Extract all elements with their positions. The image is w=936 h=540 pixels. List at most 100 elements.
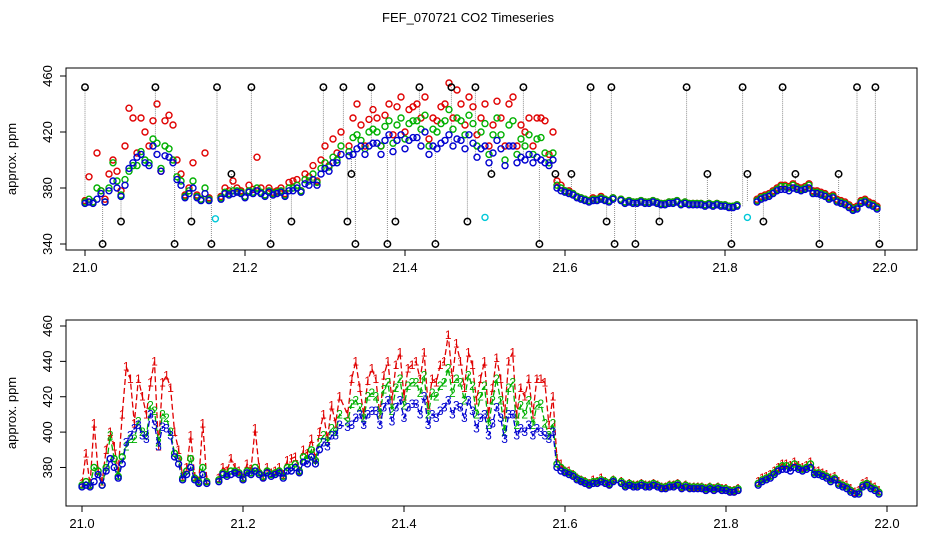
series3-label: 3 bbox=[135, 418, 142, 432]
series2-point bbox=[397, 114, 405, 122]
series3-label: 3 bbox=[546, 432, 553, 446]
series1-point bbox=[161, 117, 169, 125]
series3-point bbox=[102, 467, 110, 475]
calibration-point bbox=[463, 217, 472, 226]
series3-point bbox=[271, 470, 279, 479]
series3-point bbox=[311, 460, 320, 468]
series3-point bbox=[717, 202, 725, 210]
series3-label: 3 bbox=[517, 422, 524, 436]
series1-point bbox=[133, 149, 141, 157]
series3-point bbox=[357, 142, 365, 150]
series3-point bbox=[317, 170, 325, 178]
calibration-point bbox=[815, 240, 824, 248]
series3-label: 3 bbox=[405, 400, 412, 414]
series2-label: 2 bbox=[421, 369, 428, 383]
series1-label: 1 bbox=[171, 425, 178, 439]
series2-point bbox=[97, 187, 105, 195]
series2-point bbox=[401, 135, 409, 143]
series2-point bbox=[457, 117, 465, 125]
series3-point bbox=[826, 477, 835, 486]
series2-point bbox=[145, 159, 153, 167]
series1-point bbox=[497, 114, 505, 122]
series3-point bbox=[233, 188, 241, 196]
panel2-ylabel: approx. ppm bbox=[4, 377, 19, 449]
series1-label: 1 bbox=[368, 361, 375, 375]
calibration-point bbox=[415, 83, 424, 92]
chart-title: FEF_070721 CO2 Timeseries bbox=[382, 10, 554, 25]
series1-point bbox=[469, 103, 477, 111]
series3-label: 3 bbox=[368, 404, 375, 418]
calibration-point bbox=[875, 240, 884, 248]
series3-point bbox=[678, 484, 686, 493]
series3-label: 3 bbox=[481, 407, 488, 421]
series3-point bbox=[373, 139, 381, 147]
series3-point bbox=[453, 135, 461, 143]
series3-label: 3 bbox=[364, 407, 371, 421]
series1-label: 1 bbox=[509, 346, 516, 360]
series3-point bbox=[794, 465, 803, 473]
series2-label: 2 bbox=[167, 425, 174, 439]
series3-point bbox=[389, 147, 397, 156]
series3-point bbox=[814, 470, 823, 479]
series1-point bbox=[373, 114, 381, 122]
series1-label: 1 bbox=[779, 457, 786, 471]
series3-point bbox=[805, 184, 813, 192]
series3-point bbox=[243, 469, 251, 477]
series2-label: 2 bbox=[477, 390, 484, 404]
series3-point bbox=[385, 131, 393, 139]
series3-point bbox=[698, 484, 706, 493]
series1-label: 1 bbox=[91, 416, 98, 430]
series1-label: 1 bbox=[433, 376, 440, 390]
series2-label: 2 bbox=[513, 418, 520, 432]
series1-label: 1 bbox=[473, 393, 480, 407]
series2-point bbox=[173, 173, 181, 181]
series3-point bbox=[397, 131, 405, 139]
series2-label: 2 bbox=[542, 416, 549, 430]
series3-point bbox=[875, 490, 883, 498]
series3-point bbox=[649, 198, 657, 206]
series3-point bbox=[581, 479, 589, 488]
series1-point bbox=[141, 128, 149, 136]
series3-point bbox=[529, 159, 537, 167]
calibration-point bbox=[631, 240, 640, 248]
series3-point bbox=[101, 198, 109, 206]
series1-point bbox=[545, 150, 553, 159]
series3-point bbox=[653, 483, 662, 491]
series1-point bbox=[145, 142, 153, 150]
series3-point bbox=[393, 136, 401, 145]
series3-point bbox=[181, 194, 189, 202]
series2-point bbox=[541, 149, 549, 157]
series3-point bbox=[493, 136, 501, 145]
series2-point bbox=[469, 119, 477, 128]
series2-label: 2 bbox=[465, 369, 472, 383]
series3-point bbox=[165, 153, 173, 161]
series2-label: 2 bbox=[538, 397, 545, 411]
series2-point bbox=[113, 177, 121, 185]
calibration-point bbox=[213, 83, 221, 92]
series3-point bbox=[633, 199, 641, 208]
series3-point bbox=[789, 184, 797, 192]
series2-point bbox=[118, 453, 126, 461]
series2-label: 2 bbox=[336, 407, 343, 421]
series1-label: 1 bbox=[300, 443, 307, 457]
series3-point bbox=[585, 481, 593, 489]
series1-label: 1 bbox=[646, 478, 653, 492]
series3-point bbox=[757, 195, 765, 203]
series1-label: 1 bbox=[417, 372, 424, 386]
series3-point bbox=[178, 476, 187, 484]
series3-point bbox=[377, 150, 385, 159]
series2-label: 2 bbox=[131, 432, 138, 446]
series2-point bbox=[421, 111, 429, 119]
series1-point bbox=[153, 100, 161, 108]
series1-label: 1 bbox=[139, 390, 146, 404]
series3-point bbox=[215, 477, 223, 486]
series2-label: 2 bbox=[546, 429, 553, 443]
series2-point bbox=[433, 128, 441, 136]
series3-point bbox=[645, 483, 654, 491]
series1-point bbox=[353, 100, 361, 108]
series3-point bbox=[513, 159, 521, 167]
panel1-ytick-label: 420 bbox=[40, 121, 55, 143]
series3-point bbox=[865, 201, 873, 209]
series3-label: 3 bbox=[529, 429, 536, 443]
series1-point bbox=[549, 128, 557, 136]
